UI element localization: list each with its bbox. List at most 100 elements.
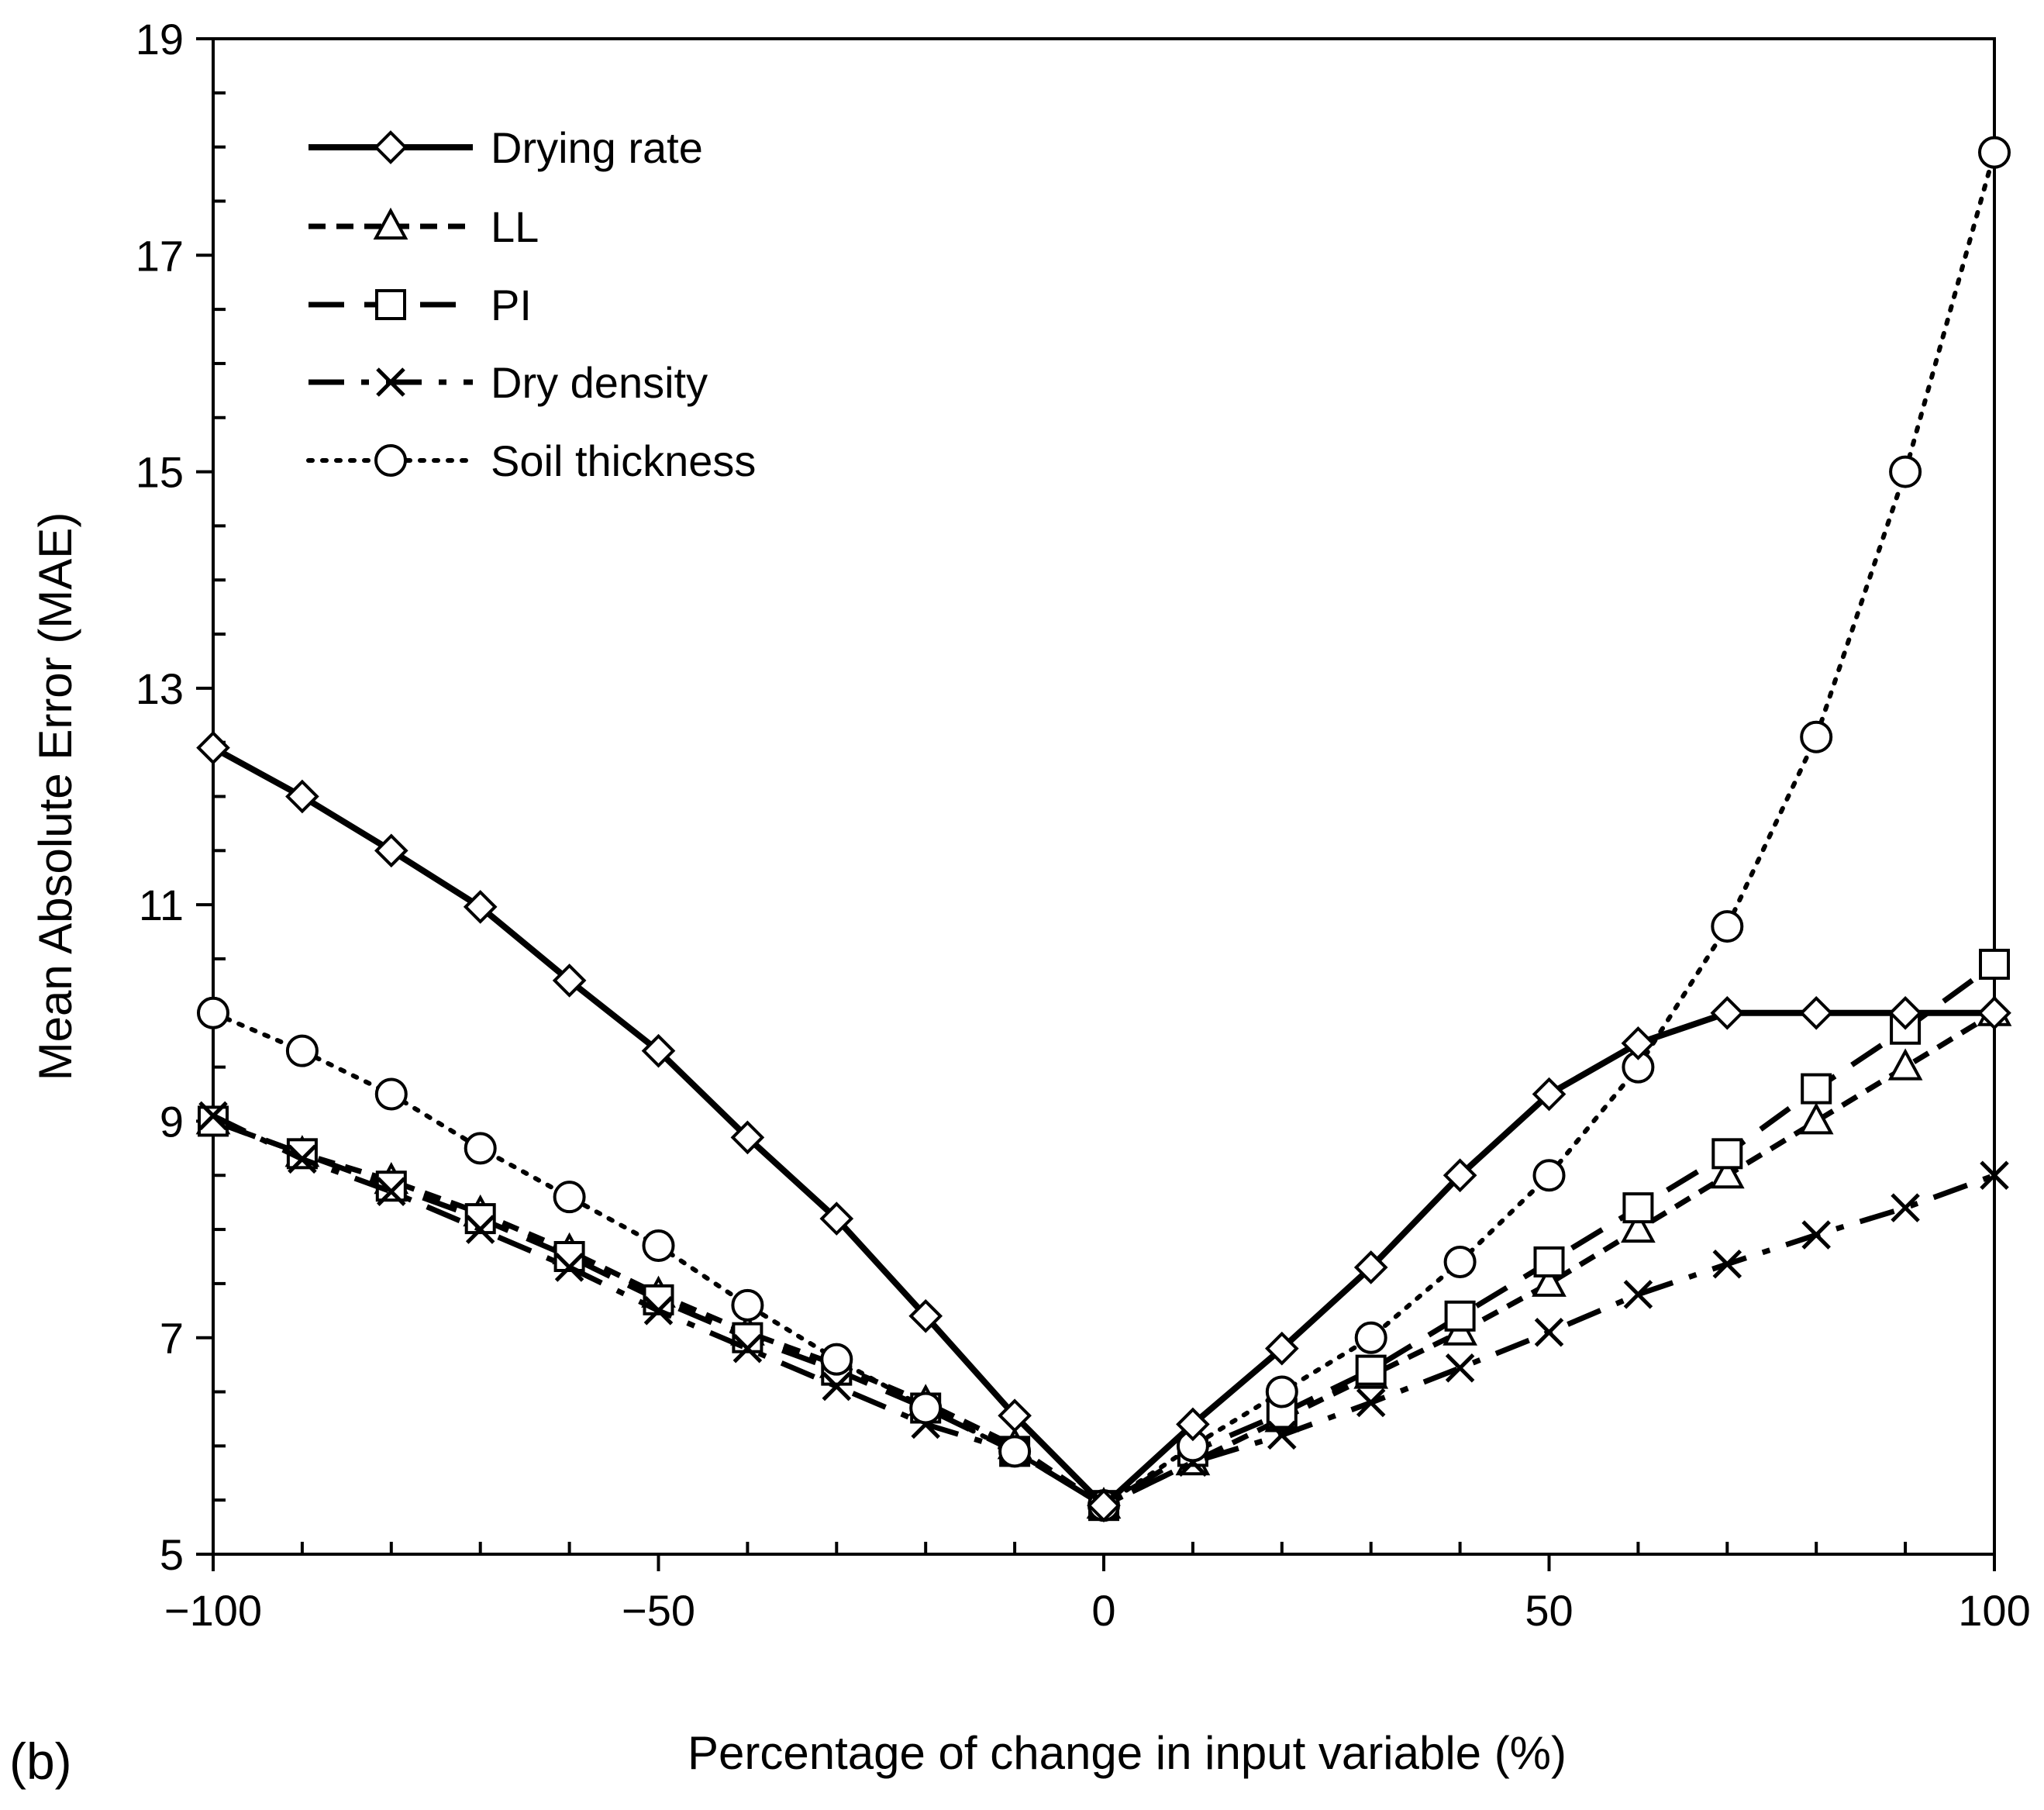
square-marker: [375, 289, 406, 320]
diamond-marker: [819, 1201, 854, 1236]
circle-marker: [464, 1132, 497, 1165]
square-marker: [1979, 948, 2010, 980]
x-axis-title: Percentage of change in input variable (…: [688, 1727, 1567, 1779]
y-tick-label: 19: [136, 15, 184, 64]
x-marker: [1534, 1317, 1564, 1347]
x-tick-label: 0: [1091, 1586, 1115, 1635]
square-marker: [1444, 1300, 1476, 1332]
diamond-marker: [374, 130, 408, 164]
x-marker: [465, 1215, 495, 1244]
square-marker: [1533, 1246, 1565, 1277]
x-marker: [377, 1177, 406, 1206]
circle-marker: [1800, 720, 1833, 753]
diamond-marker: [1087, 1488, 1121, 1522]
x-marker: [198, 1101, 228, 1131]
x-marker: [554, 1253, 584, 1282]
circle-marker: [998, 1435, 1032, 1468]
circle-marker: [909, 1391, 943, 1425]
square-marker: [1711, 1138, 1743, 1170]
circle-marker: [285, 1034, 319, 1067]
series-drying-rate: [196, 730, 2011, 1522]
legend-label: Drying rate: [491, 123, 703, 172]
legend-label: PI: [491, 281, 532, 329]
legend-label: Soil thickness: [491, 436, 756, 485]
x-tick-label: 100: [1958, 1586, 2030, 1635]
triangle-marker: [1532, 1264, 1567, 1297]
y-tick-label: 17: [136, 231, 184, 280]
circle-marker: [1265, 1375, 1298, 1408]
diamond-marker: [285, 779, 319, 814]
series-layer: [195, 136, 2012, 1522]
axes: 5 7 9 11 13 15 17 19 −100 −50 0 50 100: [136, 15, 2031, 1635]
diamond-marker: [1443, 1158, 1477, 1193]
triangle-marker: [1887, 1048, 1923, 1081]
diamond-marker: [1176, 1407, 1210, 1442]
series-line: [212, 1010, 1996, 1508]
diamond-marker: [1888, 995, 1922, 1030]
diamond-marker: [908, 1298, 943, 1333]
diamond-marker: [463, 890, 498, 924]
x-marker: [1445, 1353, 1475, 1383]
diamond-marker: [1532, 1077, 1567, 1112]
x-marker: [1891, 1193, 1920, 1222]
x-marker: [732, 1333, 763, 1364]
y-tick-label: 7: [160, 1314, 184, 1363]
circle-marker: [1889, 455, 1922, 488]
circle-marker: [374, 1077, 408, 1111]
series-line: [212, 1113, 1996, 1508]
x-marker: [1267, 1420, 1297, 1450]
diamond-marker: [1710, 995, 1745, 1030]
x-marker: [1801, 1220, 1831, 1250]
circle-marker: [1532, 1159, 1566, 1192]
diamond-marker: [196, 730, 230, 765]
diamond-marker: [1353, 1250, 1388, 1284]
y-tick-label: 9: [160, 1097, 184, 1146]
square-marker: [1355, 1354, 1387, 1386]
y-tick-label: 11: [139, 881, 184, 929]
legend-label: Dry density: [491, 358, 708, 407]
x-tick-label: 50: [1525, 1586, 1573, 1635]
triangle-marker: [1621, 1210, 1656, 1243]
legend: Drying rate LL PI Dry density Soil thickness: [306, 123, 756, 485]
x-marker: [643, 1296, 674, 1326]
circle-marker: [820, 1343, 853, 1376]
circle-marker: [197, 996, 229, 1029]
circle-marker: [553, 1181, 586, 1214]
x-tick-label: −50: [622, 1586, 695, 1635]
circle-marker: [1354, 1321, 1387, 1354]
diamond-marker: [730, 1120, 765, 1155]
y-axis-title: Mean Absolute Error (MAE): [29, 512, 81, 1081]
x-tick-label: −100: [164, 1586, 262, 1635]
x-marker: [1712, 1249, 1742, 1279]
diamond-marker: [1621, 1026, 1656, 1060]
triangle-marker: [373, 207, 408, 240]
x-marker: [1980, 1160, 2009, 1191]
diamond-marker: [641, 1033, 676, 1068]
diamond-marker: [1264, 1331, 1299, 1366]
diamond-marker: [1977, 995, 2011, 1030]
circle-marker: [1711, 910, 1744, 943]
panel-label: (b): [9, 1732, 72, 1790]
x-marker: [1356, 1388, 1386, 1418]
circle-marker: [1443, 1245, 1477, 1278]
y-tick-label: 13: [136, 664, 184, 713]
diamond-marker: [374, 833, 408, 868]
x-marker: [822, 1371, 852, 1401]
y-tick-label: 5: [160, 1530, 184, 1579]
x-marker: [288, 1144, 317, 1174]
square-marker: [1622, 1192, 1654, 1224]
circle-marker: [1978, 136, 2011, 169]
triangle-marker: [1798, 1102, 1834, 1135]
circle-marker: [731, 1288, 764, 1322]
triangle-marker: [1709, 1157, 1745, 1189]
y-tick-label: 15: [136, 448, 184, 497]
diamond-marker: [552, 964, 587, 998]
square-marker: [1801, 1073, 1832, 1105]
x-marker: [376, 367, 405, 397]
legend-label: LL: [491, 202, 539, 251]
circle-marker: [642, 1229, 675, 1263]
x-marker: [1623, 1280, 1653, 1309]
circle-marker: [374, 444, 407, 477]
